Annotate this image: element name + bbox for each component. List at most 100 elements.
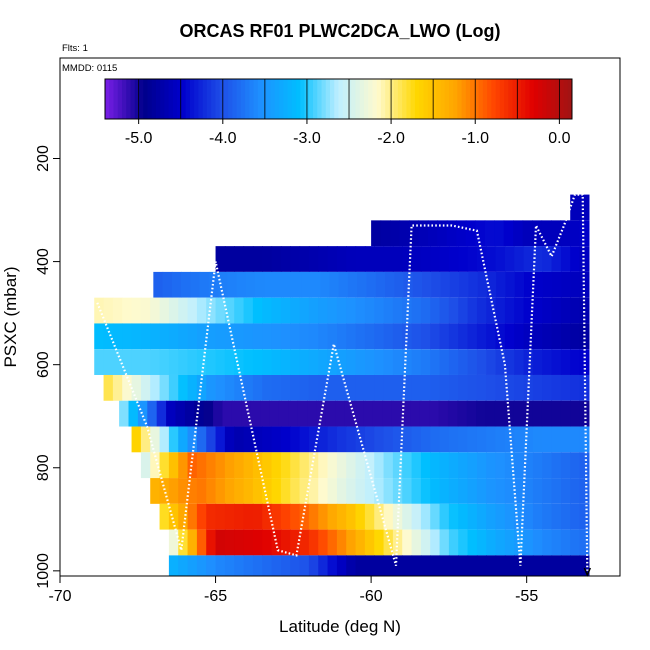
heatmap-cell-r2-c7 bbox=[280, 246, 291, 272]
heatmap-cell-r8-c5 bbox=[166, 400, 177, 427]
heatmap-cell-r5-c51 bbox=[570, 323, 581, 350]
heatmap-cell-r3-c22 bbox=[357, 271, 368, 298]
heatmap-cell-r1-c16 bbox=[522, 220, 533, 247]
heatmap-cell-r11-c24 bbox=[374, 478, 385, 504]
heatmap-cell-r3-c40 bbox=[524, 271, 534, 298]
heatmap-cell-r4-c34 bbox=[411, 297, 422, 324]
heatmap-cell-r12-c31 bbox=[448, 503, 459, 530]
heatmap-cell-r5-c28 bbox=[355, 323, 366, 350]
heatmap-cell-r10-c0 bbox=[140, 452, 151, 479]
heatmap-cell-r2-c30 bbox=[495, 246, 506, 272]
heatmap-cell-r5-c43 bbox=[495, 323, 506, 350]
heatmap-cell-r11-c37 bbox=[495, 478, 506, 504]
heatmap-cell-r11-c38 bbox=[504, 478, 515, 504]
heatmap-cell-r2-c35 bbox=[542, 246, 553, 272]
heatmap-cell-r14-c41 bbox=[551, 555, 562, 576]
heatmap-cell-r4-c11 bbox=[196, 297, 207, 324]
heatmap-cell-r7-c4 bbox=[140, 374, 151, 401]
colorbar-segment bbox=[385, 79, 390, 119]
heatmap-cell-r3-c3 bbox=[181, 271, 191, 298]
heatmap-cell-r1-c7 bbox=[437, 220, 448, 247]
colorbar-segment bbox=[130, 79, 136, 119]
heatmap-cell-r5-c24 bbox=[318, 323, 329, 350]
heatmap-cell-r6-c41 bbox=[476, 349, 487, 375]
heatmap-cell-r8-c39 bbox=[485, 400, 496, 427]
heatmap-cell-r2-c4 bbox=[252, 246, 263, 272]
heatmap-cell-r3-c19 bbox=[329, 271, 340, 298]
heatmap-cell-r7-c19 bbox=[280, 374, 291, 401]
heatmap-cell-r8-c1 bbox=[128, 400, 139, 427]
heatmap-cell-r14-c28 bbox=[430, 555, 441, 576]
heatmap-cell-r2-c12 bbox=[327, 246, 338, 272]
heatmap-cell-r12-c41 bbox=[542, 503, 553, 530]
colorbar-segment bbox=[279, 79, 284, 119]
heatmap-cell-r12-c4 bbox=[196, 503, 207, 530]
heatmap-cell-r4-c49 bbox=[551, 297, 562, 324]
heatmap-cell-r12-c39 bbox=[523, 503, 534, 530]
heatmap-cell-r13-c10 bbox=[262, 529, 273, 556]
date-note: MMDD: 0115 bbox=[62, 63, 117, 74]
heatmap-cell-r9-c1 bbox=[140, 426, 151, 453]
heatmap-cell-r6-c3 bbox=[122, 349, 133, 375]
x-tick-label: -55 bbox=[515, 588, 538, 605]
heatmap-cell-r11-c25 bbox=[383, 478, 394, 504]
heatmap-cell-r4-c45 bbox=[514, 297, 525, 324]
heatmap-cell-r6-c27 bbox=[346, 349, 357, 375]
heatmap-cell-r3-c36 bbox=[486, 271, 497, 298]
heatmap-cell-r3-c31 bbox=[440, 271, 451, 298]
heatmap-cell-r11-c12 bbox=[262, 478, 273, 504]
heatmap-cell-r9-c44 bbox=[542, 426, 553, 453]
heatmap-cell-r9-c23 bbox=[346, 426, 357, 453]
heatmap-cell-r7-c28 bbox=[364, 374, 375, 401]
heatmap-cell-r11-c45 bbox=[570, 478, 581, 504]
colorbar-segment bbox=[211, 79, 216, 119]
heatmap-cell-r2-c13 bbox=[336, 246, 347, 272]
colorbar-segment bbox=[121, 79, 127, 119]
heatmap-cell-r12-c13 bbox=[280, 503, 291, 530]
heatmap-cell-r4-c17 bbox=[252, 297, 263, 324]
heatmap-cell-r14-c42 bbox=[560, 555, 571, 576]
heatmap-cell-r4-c10 bbox=[187, 297, 198, 324]
heatmap-cell-r9-c14 bbox=[262, 426, 273, 453]
heatmap-cell-r2-c24 bbox=[439, 246, 450, 272]
heatmap-cell-r10-c13 bbox=[262, 452, 273, 479]
heatmap-cell-r8-c47 bbox=[560, 400, 571, 427]
heatmap-cell-r8-c0 bbox=[119, 400, 130, 427]
colorbar-segment bbox=[189, 79, 195, 119]
heatmap-cell-r5-c30 bbox=[374, 323, 385, 350]
heatmap-cell-r0-c0 bbox=[570, 194, 581, 221]
colorbar-segment bbox=[372, 79, 378, 119]
heatmap-cell-r5-c16 bbox=[243, 323, 254, 350]
colorbar-segment bbox=[308, 79, 314, 119]
heatmap-cell-r14-c44 bbox=[579, 555, 590, 576]
heatmap-cell-r6-c46 bbox=[523, 349, 534, 375]
heatmap-cell-r6-c34 bbox=[411, 349, 422, 375]
heatmap-cell-r14-c34 bbox=[486, 555, 497, 576]
heatmap-cell-r4-c16 bbox=[243, 297, 254, 324]
colorbar-segment bbox=[567, 79, 573, 119]
heatmap-cell-r12-c45 bbox=[579, 503, 590, 530]
heatmap-cell-r1-c9 bbox=[456, 220, 467, 247]
heatmap-cell-r8-c4 bbox=[156, 400, 167, 427]
heatmap-cell-r3-c42 bbox=[542, 271, 553, 298]
heatmap-cell-r9-c39 bbox=[495, 426, 506, 453]
colorbar-segment bbox=[461, 79, 467, 119]
heatmap-cell-r10-c43 bbox=[542, 452, 553, 479]
heatmap-cell-r4-c35 bbox=[420, 297, 431, 324]
heatmap-cell-r11-c10 bbox=[243, 478, 254, 504]
heatmap-cell-r10-c32 bbox=[439, 452, 450, 479]
heatmap-cell-r10-c44 bbox=[551, 452, 562, 479]
heatmap-cell-r2-c27 bbox=[467, 246, 478, 272]
heatmap-cell-r12-c12 bbox=[271, 503, 282, 530]
colorbar-segment bbox=[525, 79, 531, 119]
heatmap-cell-r3-c14 bbox=[283, 271, 293, 298]
heatmap-cell-r3-c35 bbox=[477, 271, 488, 298]
heatmap-cell-r11-c3 bbox=[178, 478, 189, 504]
heatmap-cell-r10-c6 bbox=[196, 452, 207, 479]
heatmap-cell-r10-c9 bbox=[224, 452, 235, 479]
heatmap-cell-r1-c4 bbox=[408, 220, 420, 247]
heatmap-cell-r13-c20 bbox=[355, 529, 366, 556]
x-tick-label: -60 bbox=[360, 588, 383, 605]
heatmap-cell-r11-c11 bbox=[252, 478, 263, 504]
heatmap-cell-r7-c34 bbox=[420, 374, 431, 401]
